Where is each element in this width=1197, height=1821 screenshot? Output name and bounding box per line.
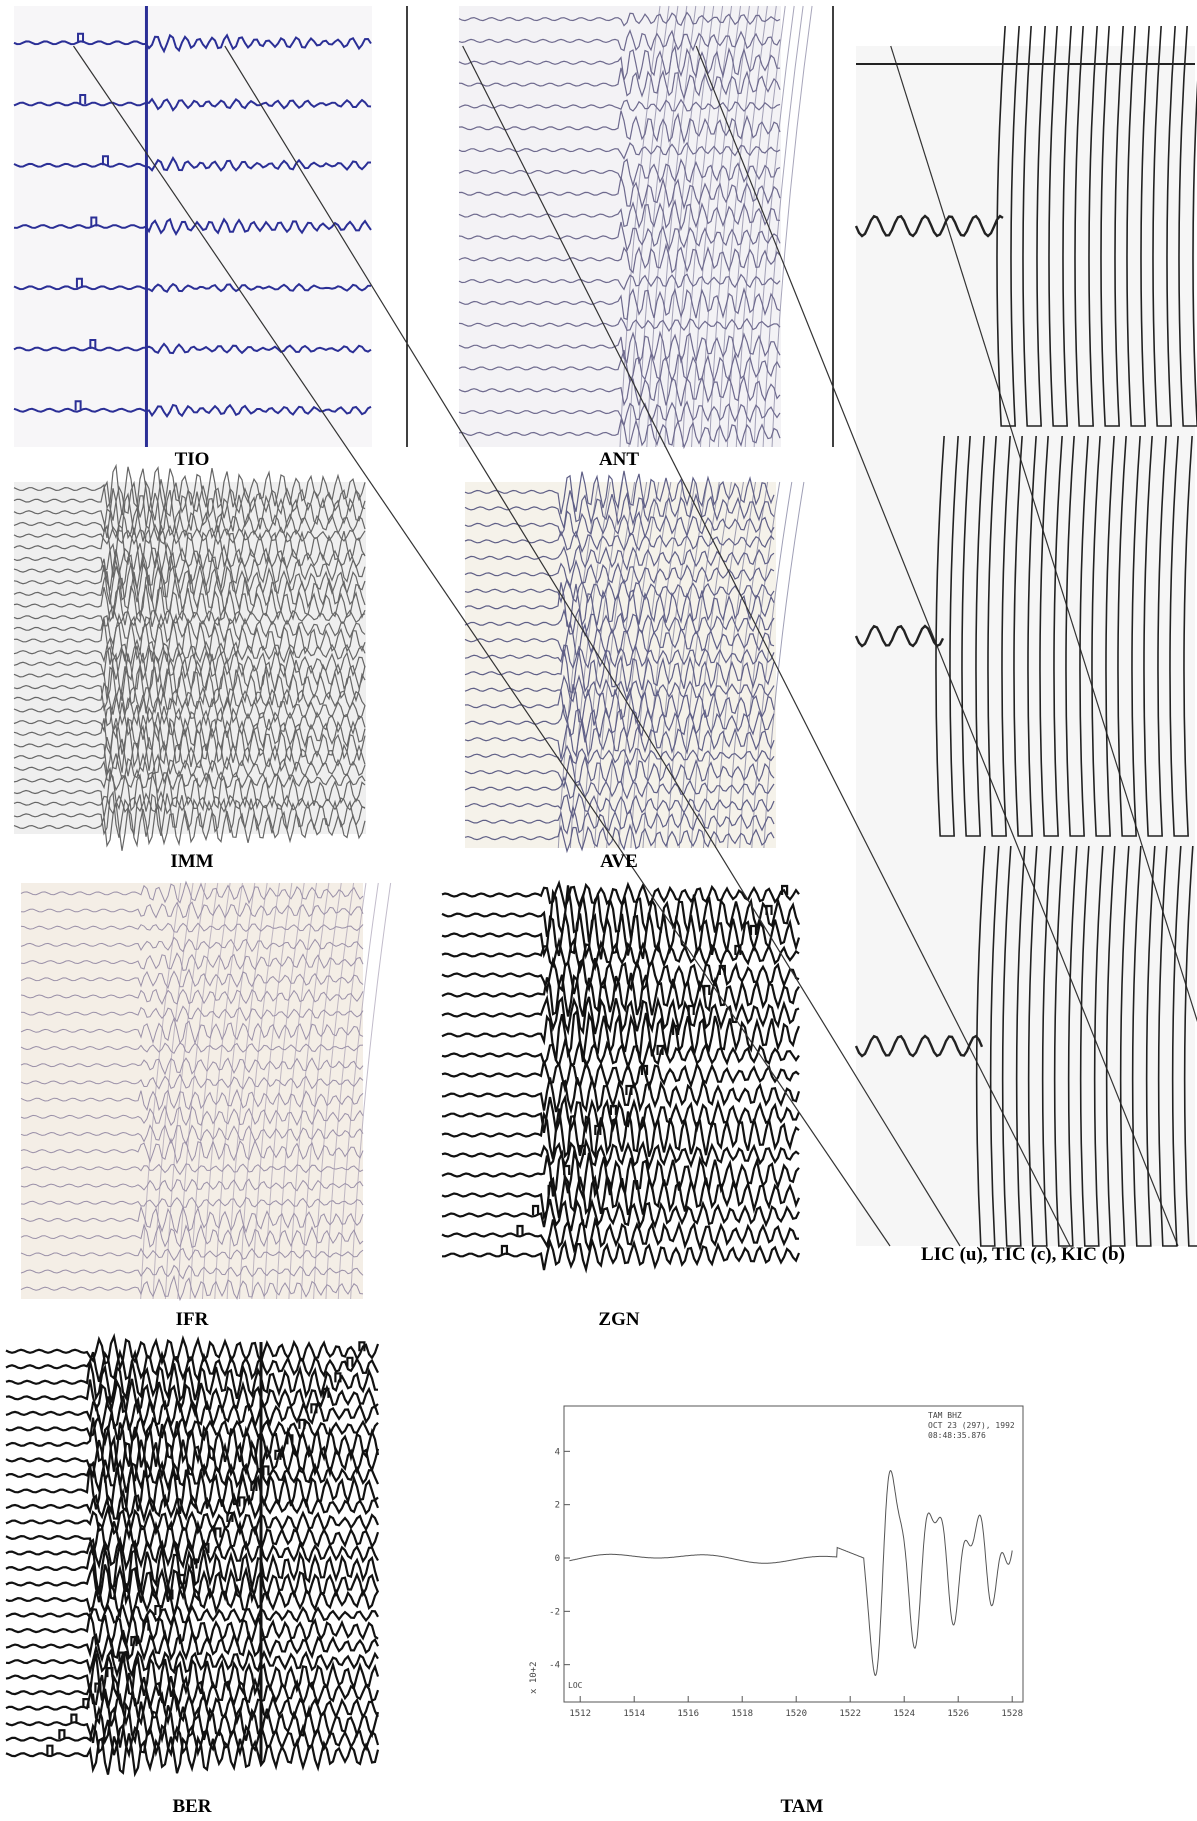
figure: {"panels": [ {"label": "TIO"}, {"label":… [0,0,1197,1821]
x-tick-label: 1520 [785,1709,807,1719]
x-tick-label: 1526 [947,1709,969,1719]
panel-caption: TAM [622,1796,982,1818]
x-tick-label: 1514 [623,1709,645,1719]
y-tick-label: 0 [555,1554,560,1564]
panel-caption: ZGN [439,1309,799,1331]
plot-header: TAM BHZ [928,1411,962,1420]
figure-canvas: 1512 1514 1516 1518 1520 1522 1524 1526 1528 4 2 0 -… [0,0,1197,1821]
panel [14,466,366,851]
panel [465,471,804,851]
y-axis-label: x 10+2 [529,1661,539,1694]
panel-caption: AVE [439,851,799,873]
y-tick-label: -4 [549,1661,560,1671]
panel [21,882,391,1300]
x-tick-label: 1512 [569,1709,591,1719]
panel-caption: IMM [12,851,372,873]
panel-caption: BER [12,1796,372,1818]
y-tick-label: 4 [555,1447,560,1457]
panel-caption: TIO [12,449,372,471]
plot-header: OCT 23 (297), 1992 [928,1421,1015,1430]
panel [442,883,800,1270]
x-tick-label: 1524 [893,1709,915,1719]
panel-caption: IFR [12,1309,372,1331]
panel [14,6,372,447]
corner-label: LOC [568,1681,583,1690]
y-tick-label: -2 [549,1607,560,1617]
y-tick-label: 2 [555,1501,560,1511]
x-tick-label: 1516 [677,1709,699,1719]
x-tick-label: 1528 [1001,1709,1023,1719]
plot-header: 08:48:35.876 [928,1431,986,1440]
panel-background [465,482,776,848]
x-tick-label: 1518 [731,1709,753,1719]
panel [459,6,812,447]
x-tick-label: 1522 [839,1709,861,1719]
panel-caption: LIC (u), TIC (c), KIC (b) [843,1244,1197,1266]
panel [6,1337,378,1775]
panel-caption: ANT [439,449,799,471]
